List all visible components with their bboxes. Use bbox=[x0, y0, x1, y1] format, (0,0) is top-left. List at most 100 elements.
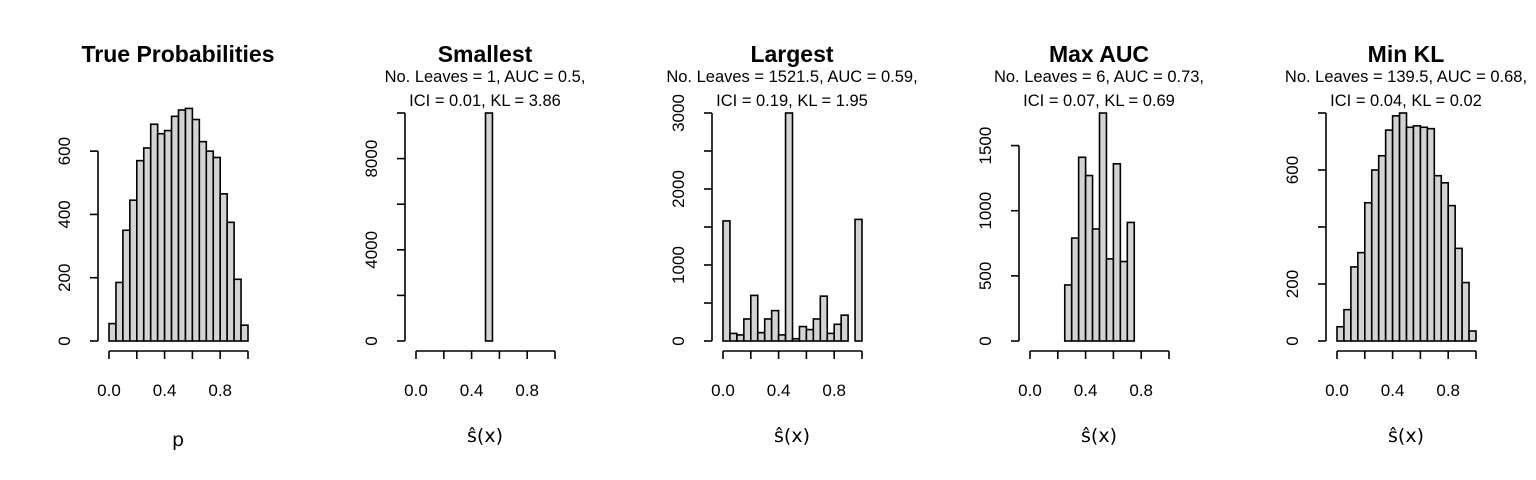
y-tick-label: 0 bbox=[362, 336, 381, 345]
histogram-bar bbox=[1412, 125, 1422, 342]
histogram-bar bbox=[791, 337, 801, 342]
chart-panel-1: True Probabilities 0 200 400 600 0.0 0.4 0.8 p bbox=[55, 41, 275, 451]
y-tick-label: 8000 bbox=[362, 140, 381, 178]
histogram-bar bbox=[115, 281, 124, 342]
histogram-bar bbox=[1447, 204, 1456, 342]
histogram-bar bbox=[1461, 281, 1470, 342]
x-tick-label: 0.8 bbox=[822, 381, 846, 400]
y-tick-label: 0 bbox=[55, 336, 74, 345]
histogram-bar bbox=[1440, 182, 1449, 342]
x-tick-label: 0.0 bbox=[404, 381, 428, 400]
chart-title: Min KL bbox=[1368, 41, 1445, 67]
histogram-bar bbox=[142, 147, 152, 342]
x-tick-label: 0.0 bbox=[97, 381, 121, 400]
histogram-bar bbox=[1391, 115, 1401, 342]
histogram-bar bbox=[1077, 156, 1087, 342]
x-tick-label: 0.4 bbox=[767, 381, 791, 400]
x-tick-label: 0.4 bbox=[460, 381, 484, 400]
chart-title: Largest bbox=[750, 41, 833, 67]
histogram-bar bbox=[1364, 201, 1373, 342]
y-tick-label: 4000 bbox=[362, 231, 381, 269]
histogram-bar bbox=[736, 334, 745, 342]
histogram-bar bbox=[756, 331, 766, 342]
y-tick-label: 1000 bbox=[976, 192, 995, 230]
histogram-bar bbox=[170, 115, 180, 342]
chart-subtitle-line: No. Leaves = 139.5, AUC = 0.68, bbox=[1285, 68, 1527, 86]
x-tick-label: 0.4 bbox=[153, 381, 177, 400]
y-tick-label: 1000 bbox=[669, 246, 688, 284]
x-tick-label: 0.4 bbox=[1381, 381, 1405, 400]
chart-subtitle-line: ICI = 0.01, KL = 3.86 bbox=[409, 92, 561, 110]
histogram-bar bbox=[1084, 174, 1094, 342]
x-tick-label: 0.8 bbox=[208, 381, 232, 400]
histogram-bar bbox=[1433, 174, 1443, 342]
histogram-bar bbox=[1350, 266, 1359, 342]
chart-subtitle-line: No. Leaves = 1521.5, AUC = 0.59, bbox=[666, 68, 917, 86]
histogram-bar bbox=[777, 334, 787, 342]
y-tick-label: 0 bbox=[1283, 336, 1302, 345]
histogram-bar bbox=[1468, 330, 1477, 342]
y-tick-label: 1500 bbox=[976, 127, 995, 165]
histogram-bar bbox=[1119, 260, 1129, 342]
histogram-bar bbox=[1357, 251, 1366, 342]
histogram-bar bbox=[812, 318, 822, 342]
histogram-bar bbox=[108, 322, 117, 342]
histogram-bar bbox=[743, 318, 752, 342]
y-tick-label: 400 bbox=[55, 200, 74, 228]
histogram-bar bbox=[749, 294, 759, 342]
x-tick-label: 0.8 bbox=[515, 381, 539, 400]
x-tick-label: 0.0 bbox=[1325, 381, 1349, 400]
histogram-bar bbox=[722, 220, 731, 342]
y-tick-label: 500 bbox=[976, 262, 995, 290]
histogram-bar bbox=[122, 229, 131, 342]
y-tick-label: 200 bbox=[1283, 270, 1302, 298]
histogram-bar bbox=[233, 278, 242, 342]
histogram-bar bbox=[129, 199, 138, 342]
y-tick-label: 600 bbox=[1283, 156, 1302, 184]
histogram-bar bbox=[798, 325, 808, 342]
y-tick-label: 0 bbox=[669, 336, 688, 345]
histogram-bar bbox=[1370, 169, 1380, 342]
chart-title: True Probabilities bbox=[82, 41, 275, 67]
x-tick-label: 0.0 bbox=[1018, 381, 1042, 400]
y-tick-label: 200 bbox=[55, 264, 74, 292]
histogram-bar bbox=[1426, 127, 1436, 342]
histogram-bar bbox=[184, 107, 194, 342]
histogram-bar bbox=[833, 323, 842, 342]
histogram-bar bbox=[1063, 284, 1073, 342]
x-tick-label: 0.0 bbox=[711, 381, 735, 400]
y-tick-label: 600 bbox=[55, 137, 74, 165]
histogram-bar bbox=[1419, 126, 1429, 342]
histogram-bar bbox=[840, 314, 849, 342]
chart-subtitle-line: ICI = 0.04, KL = 0.02 bbox=[1330, 92, 1482, 110]
histogram-bar bbox=[1112, 163, 1122, 342]
histogram-bar bbox=[854, 218, 863, 342]
histogram-bar bbox=[149, 123, 159, 342]
histogram-bar bbox=[826, 332, 835, 342]
histogram-bar bbox=[763, 318, 773, 342]
x-axis-label: ŝ(x) bbox=[467, 425, 503, 447]
histogram-bar bbox=[212, 156, 221, 342]
histogram-bar bbox=[1091, 228, 1101, 342]
histogram-bar bbox=[240, 324, 249, 342]
histogram-bar bbox=[156, 132, 166, 342]
chart-title: Smallest bbox=[438, 41, 533, 67]
histogram-bar bbox=[177, 109, 187, 342]
histogram-bar bbox=[226, 221, 235, 342]
histogram-bar bbox=[1405, 126, 1415, 342]
chart-title: Max AUC bbox=[1049, 41, 1149, 67]
y-tick-label: 2000 bbox=[669, 170, 688, 208]
histogram-bar bbox=[1343, 308, 1352, 342]
histogram-bar bbox=[484, 112, 494, 342]
histogram-bar bbox=[805, 328, 815, 342]
chart-subtitle-line: No. Leaves = 1, AUC = 0.5, bbox=[385, 68, 586, 86]
histogram-bar bbox=[198, 140, 208, 342]
histogram-bar bbox=[191, 118, 201, 342]
x-tick-label: 0.8 bbox=[1436, 381, 1460, 400]
histogram-bar bbox=[1336, 325, 1345, 342]
